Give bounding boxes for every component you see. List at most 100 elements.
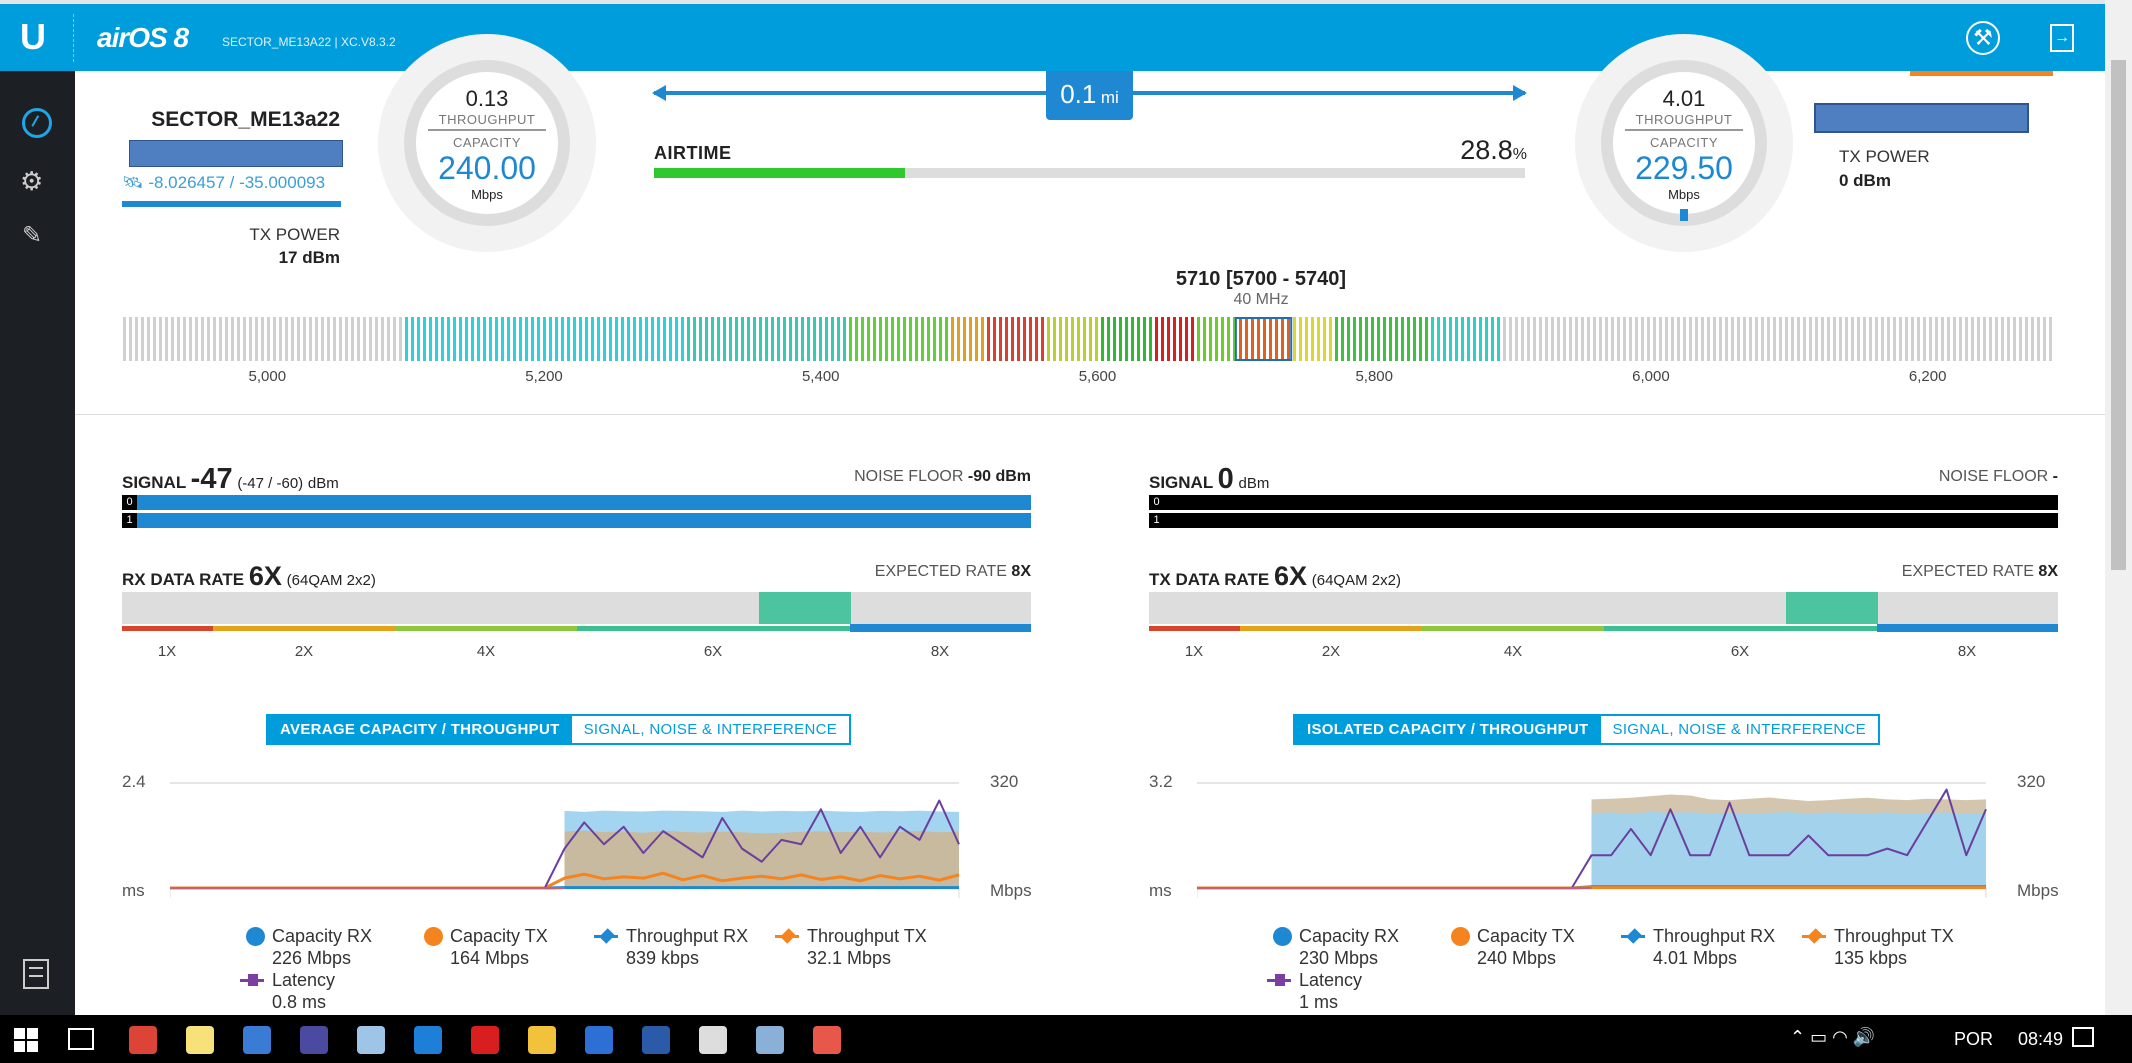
taskbar-language[interactable]: POR — [1954, 1029, 1994, 1049]
taskbar-app-icon[interactable] — [813, 1026, 841, 1054]
taskbar-clock[interactable]: 08:49 — [2018, 1029, 2064, 1049]
distance-badge: 0.1 mi — [1046, 71, 1133, 120]
taskbar-app-icon[interactable] — [699, 1026, 727, 1054]
left-axis-max: 2.4 — [122, 772, 146, 791]
expected-rate-value: 8X — [1011, 563, 1031, 580]
spectrum-bin — [1935, 317, 1938, 361]
legend-item[interactable]: Throughput TX 32.1 Mbps — [775, 926, 951, 969]
taskbar-app-icon[interactable] — [243, 1026, 271, 1054]
taskbar-app-icon[interactable] — [528, 1026, 556, 1054]
spectrum-bin — [171, 317, 174, 361]
spectrum-bin — [711, 317, 714, 361]
spectrum-bin — [603, 317, 606, 361]
spectrum-bin — [375, 317, 378, 361]
spectrum-bin — [2037, 317, 2040, 361]
spectrum-bin — [1023, 317, 1026, 361]
distance-unit: mi — [1100, 88, 1119, 107]
sidebar-item-tools[interactable]: ✎ — [22, 221, 42, 250]
expected-rate: EXPECTED RATE 8X — [875, 563, 1031, 581]
taskbar-app-icon[interactable] — [756, 1026, 784, 1054]
legend-item[interactable]: Throughput TX 135 kbps — [1802, 926, 1978, 969]
tray-icons[interactable]: ⌃ ▭ ◠ 🔊 — [1790, 1027, 1876, 1047]
taskbar-app-icon[interactable] — [129, 1026, 157, 1054]
spectrum-bin — [1641, 317, 1644, 361]
spectrum-bin — [129, 317, 132, 361]
spectrum-bin — [1797, 317, 1800, 361]
tab-signal-noise[interactable]: SIGNAL, NOISE & INTERFERENCE — [571, 716, 850, 743]
scrollbar-thumb[interactable] — [2111, 60, 2126, 570]
taskbar-app-icon[interactable] — [357, 1026, 385, 1054]
local-underline — [122, 201, 341, 207]
taskbar-app-icon[interactable] — [642, 1026, 670, 1054]
spectrum-bin — [1095, 317, 1098, 361]
legend-item[interactable]: Capacity TX 240 Mbps — [1451, 926, 1621, 969]
tools-button[interactable]: ⚒ — [1966, 21, 2000, 55]
legend-label: Capacity RX — [272, 926, 373, 946]
local-gps[interactable]: 🛰 -8.026457 / -35.000093 — [122, 173, 325, 193]
local-redacted-box — [129, 140, 343, 167]
current-rate-marker — [1786, 592, 1878, 624]
spectrum-bin — [903, 317, 906, 361]
spectrum-bin — [225, 317, 228, 361]
spectrum-bin — [183, 317, 186, 361]
legend-label: Throughput TX — [1834, 926, 1954, 946]
spectrum-bin — [921, 317, 924, 361]
page-scrollbar[interactable] — [2105, 0, 2132, 1015]
legend-item[interactable]: Latency 0.8 ms — [240, 970, 416, 1013]
task-view-button[interactable] — [68, 1028, 94, 1050]
spectrum-bin — [237, 317, 240, 361]
spectrum-bin — [1509, 317, 1512, 361]
capacity-throughput-chart[interactable] — [1197, 780, 1987, 900]
capacity-throughput-chart[interactable] — [170, 780, 960, 900]
taskbar-app-icon[interactable] — [300, 1026, 328, 1054]
legend-value: 4.01 Mbps — [1653, 948, 1738, 968]
spectrum-bin — [159, 317, 162, 361]
frequency-spectrum[interactable] — [122, 317, 2055, 361]
spectrum-bin — [1551, 317, 1554, 361]
spectrum-bin — [1317, 317, 1320, 361]
sidebar-item-dashboard[interactable] — [22, 108, 52, 138]
spectrum-bin — [249, 317, 252, 361]
selected-channel-box[interactable] — [1234, 317, 1293, 361]
spectrum-bin — [1353, 317, 1356, 361]
spectrum-bin — [435, 317, 438, 361]
noise-floor-value: - — [2052, 468, 2058, 485]
spectrum-bin — [393, 317, 396, 361]
taskbar-app-icon[interactable] — [471, 1026, 499, 1054]
spectrum-bin — [1053, 317, 1056, 361]
spectrum-bin — [1137, 317, 1140, 361]
spectrum-bin — [1101, 317, 1104, 361]
taskbar-app-icon[interactable] — [414, 1026, 442, 1054]
taskbar-app-icon[interactable] — [186, 1026, 214, 1054]
legend-item[interactable]: Latency 1 ms — [1267, 970, 1443, 1013]
legend-item[interactable]: Capacity RX 230 Mbps — [1273, 926, 1443, 969]
start-button[interactable] — [14, 1028, 38, 1052]
taskbar-app-icon[interactable] — [585, 1026, 613, 1054]
sidebar-item-log[interactable] — [23, 959, 49, 989]
tab-signal-noise[interactable]: SIGNAL, NOISE & INTERFERENCE — [1600, 716, 1878, 743]
tab-capacity-throughput[interactable]: AVERAGE CAPACITY / THROUGHPUT — [268, 716, 572, 743]
ubiquiti-logo[interactable]: U — [20, 16, 46, 57]
tab-capacity-throughput[interactable]: ISOLATED CAPACITY / THROUGHPUT — [1295, 716, 1601, 743]
spectrum-bin — [1161, 317, 1164, 361]
signal-chain-bar: 0 — [1149, 495, 2058, 510]
legend-item[interactable]: Capacity TX 164 Mbps — [424, 926, 594, 969]
logout-button[interactable]: → — [2050, 24, 2074, 52]
signal-value: 0 — [1217, 463, 1234, 495]
spectrum-bin — [975, 317, 978, 361]
spectrum-bin — [1389, 317, 1392, 361]
spectrum-bin — [765, 317, 768, 361]
expected-rate-value: 8X — [2038, 563, 2058, 580]
legend-item[interactable]: Capacity RX 226 Mbps — [246, 926, 416, 969]
spectrum-bin — [1383, 317, 1386, 361]
sidebar-item-settings[interactable]: ⚙ — [20, 166, 43, 197]
spectrum-bin — [1851, 317, 1854, 361]
spectrum-bin — [1953, 317, 1956, 361]
spectrum-bin — [1533, 317, 1536, 361]
legend-item[interactable]: Throughput RX 839 kbps — [594, 926, 770, 969]
spectrum-bin — [2019, 317, 2022, 361]
remote-capacity-label: CAPACITY — [1649, 135, 1719, 150]
notifications-icon[interactable] — [2072, 1027, 2094, 1047]
rate-tick-label: 2X — [1321, 643, 1341, 660]
legend-item[interactable]: Throughput RX 4.01 Mbps — [1621, 926, 1797, 969]
